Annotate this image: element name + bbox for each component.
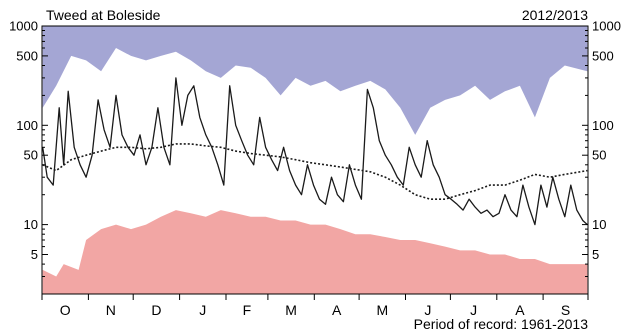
period-of-record-caption: Period of record: 1961-2013 — [414, 316, 589, 332]
y-tick-label: 1000 — [592, 19, 621, 34]
y-tick-label: 500 — [16, 48, 38, 63]
y-axis-left: 1000 500 100 50 10 5 — [9, 19, 48, 295]
x-tick-label: J — [424, 302, 431, 318]
x-tick-label: A — [332, 302, 342, 318]
min-flow-band — [42, 210, 588, 294]
x-tick-label: A — [515, 302, 525, 318]
max-flow-band — [42, 26, 588, 135]
x-tick-label: F — [243, 302, 252, 318]
series-layer — [42, 26, 588, 294]
y-tick-label: 50 — [24, 148, 38, 163]
x-tick-label: S — [561, 302, 570, 318]
x-tick-label: N — [106, 302, 116, 318]
x-tick-label: J — [199, 302, 206, 318]
mean-flow-line — [42, 143, 588, 200]
y-axis-right: 1000 500 100 50 10 5 — [582, 19, 621, 295]
x-tick-label: D — [151, 302, 161, 318]
y-tick-label: 500 — [592, 48, 614, 63]
y-tick-label: 5 — [592, 247, 599, 262]
y-tick-label: 1000 — [9, 19, 38, 34]
plot-area — [42, 26, 588, 294]
chart-subtitle: 2012/2013 — [522, 7, 588, 23]
x-tick-label: M — [376, 302, 388, 318]
y-tick-label: 100 — [592, 118, 614, 133]
x-tick-label: J — [470, 302, 477, 318]
y-tick-label: 10 — [24, 217, 38, 232]
y-tick-label: 50 — [592, 148, 606, 163]
chart-title: Tweed at Boleside — [46, 7, 161, 23]
y-tick-label: 10 — [592, 217, 606, 232]
x-tick-label: M — [285, 302, 297, 318]
y-tick-label: 5 — [31, 247, 38, 262]
y-tick-label: 100 — [16, 118, 38, 133]
plot-frame — [41, 25, 589, 295]
daily-flow-line — [42, 77, 588, 226]
x-tick-label: O — [60, 302, 71, 318]
